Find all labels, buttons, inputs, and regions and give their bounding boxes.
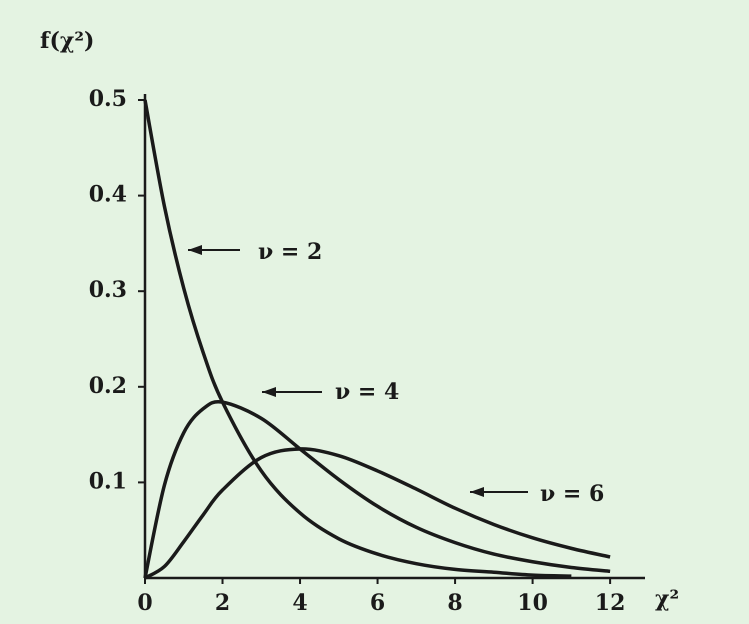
arrow-head [188, 245, 202, 255]
y-tick-label: 0.4 [89, 182, 127, 208]
curve [143, 399, 611, 579]
series-label: ν = 2 [258, 239, 322, 265]
x-tick-label: 8 [447, 590, 462, 616]
curve [144, 447, 611, 580]
x-tick-label: 6 [370, 590, 385, 616]
series-label: ν = 4 [335, 379, 399, 405]
series-label: ν = 6 [540, 481, 604, 507]
y-tick-label: 0.3 [89, 277, 127, 303]
x-tick-label: 4 [292, 590, 307, 616]
arrow-head [470, 487, 484, 497]
y-axis-label: f(χ²) [40, 28, 94, 54]
x-tick-label: 12 [595, 590, 626, 616]
x-tick-label: 2 [215, 590, 230, 616]
y-tick-label: 0.1 [89, 468, 127, 494]
y-tick-label: 0.5 [89, 86, 127, 112]
x-tick-label: 10 [517, 590, 548, 616]
arrow-head [262, 387, 276, 397]
y-tick-label: 0.2 [89, 373, 127, 399]
x-axis-label: χ² [655, 586, 679, 612]
curve [143, 99, 572, 578]
x-tick-label: 0 [137, 590, 152, 616]
